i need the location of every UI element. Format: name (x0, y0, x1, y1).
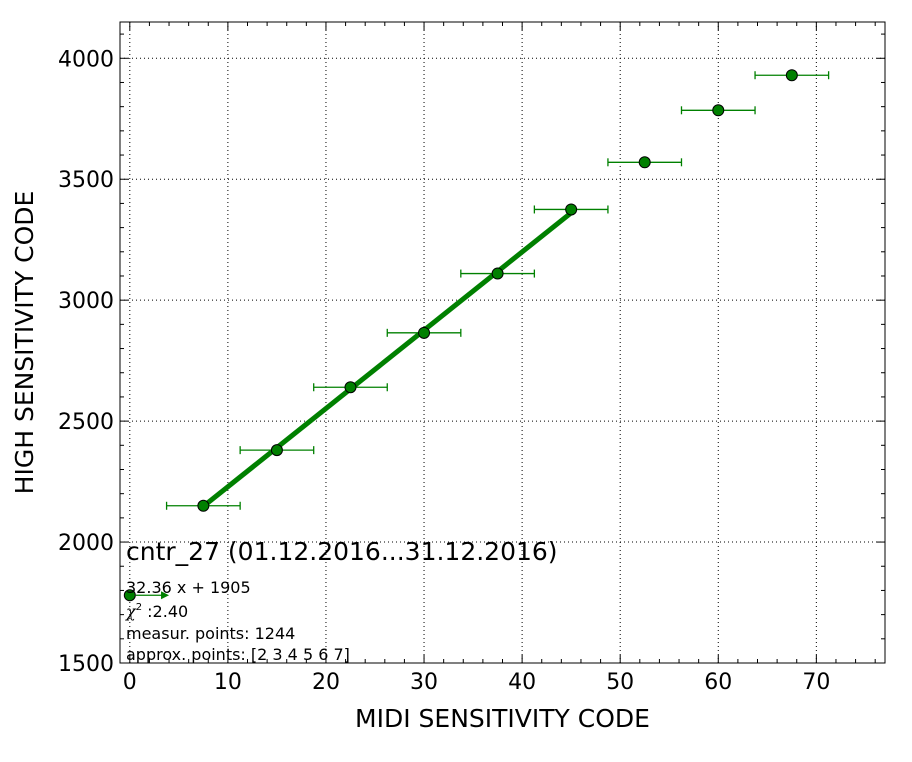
data-point (638, 156, 651, 169)
annotation-measur-points: measur. points: 1244 (126, 624, 295, 643)
y-tick-label: 3500 (58, 168, 114, 193)
error-bars (165, 71, 830, 510)
annotation-title: cntr_27 (01.12.2016...31.12.2016) (126, 537, 558, 566)
legend-arrow-head (161, 591, 170, 600)
annotation-approx-points: approx. points: [2 3 4 5 6 7] (126, 645, 350, 664)
x-tick-label: 30 (410, 670, 438, 695)
x-tick-labels: 0 10 20 30 40 50 60 70 (123, 670, 831, 695)
legend-marker-group (123, 589, 170, 602)
x-tick-label: 10 (214, 670, 242, 695)
plot-frame (119, 21, 886, 664)
minor-ticks (120, 22, 885, 663)
major-ticks (120, 22, 885, 664)
x-tick-label: 20 (312, 670, 340, 695)
data-point (270, 444, 283, 457)
chi-value: :2.40 (142, 602, 188, 621)
grid (120, 22, 885, 663)
chi-symbol: χ (125, 602, 137, 621)
legend-marker (123, 589, 136, 602)
y-tick-label: 2500 (58, 410, 114, 435)
y-tick-labels: 1500 2000 2500 3000 3500 4000 (58, 47, 114, 677)
chi-superscript: 2 (136, 602, 142, 613)
y-tick-label: 3000 (58, 289, 114, 314)
data-point (418, 326, 431, 339)
x-tick-label: 40 (508, 670, 536, 695)
data-points (197, 69, 798, 512)
fit-line-group (201, 210, 573, 509)
annotation-chi-square: χ2 :2.40 (125, 602, 188, 621)
y-tick-label: 4000 (58, 47, 114, 72)
fit-line (201, 210, 573, 509)
data-point (197, 499, 210, 512)
x-tick-label: 60 (704, 670, 732, 695)
x-tick-label: 0 (123, 670, 137, 695)
data-point (491, 267, 504, 280)
data-point (712, 104, 725, 117)
y-tick-label: 1500 (58, 652, 114, 677)
data-point (785, 69, 798, 82)
data-point (565, 203, 578, 216)
data-point (344, 381, 357, 394)
y-axis-label: HIGH SENSITIVITY CODE (10, 191, 39, 495)
y-tick-label: 2000 (58, 531, 114, 556)
x-tick-label: 50 (606, 670, 634, 695)
annotation-equation: 32.36 x + 1905 (126, 578, 251, 597)
x-tick-label: 70 (802, 670, 830, 695)
x-axis-label: MIDI SENSITIVITY CODE (355, 704, 650, 733)
